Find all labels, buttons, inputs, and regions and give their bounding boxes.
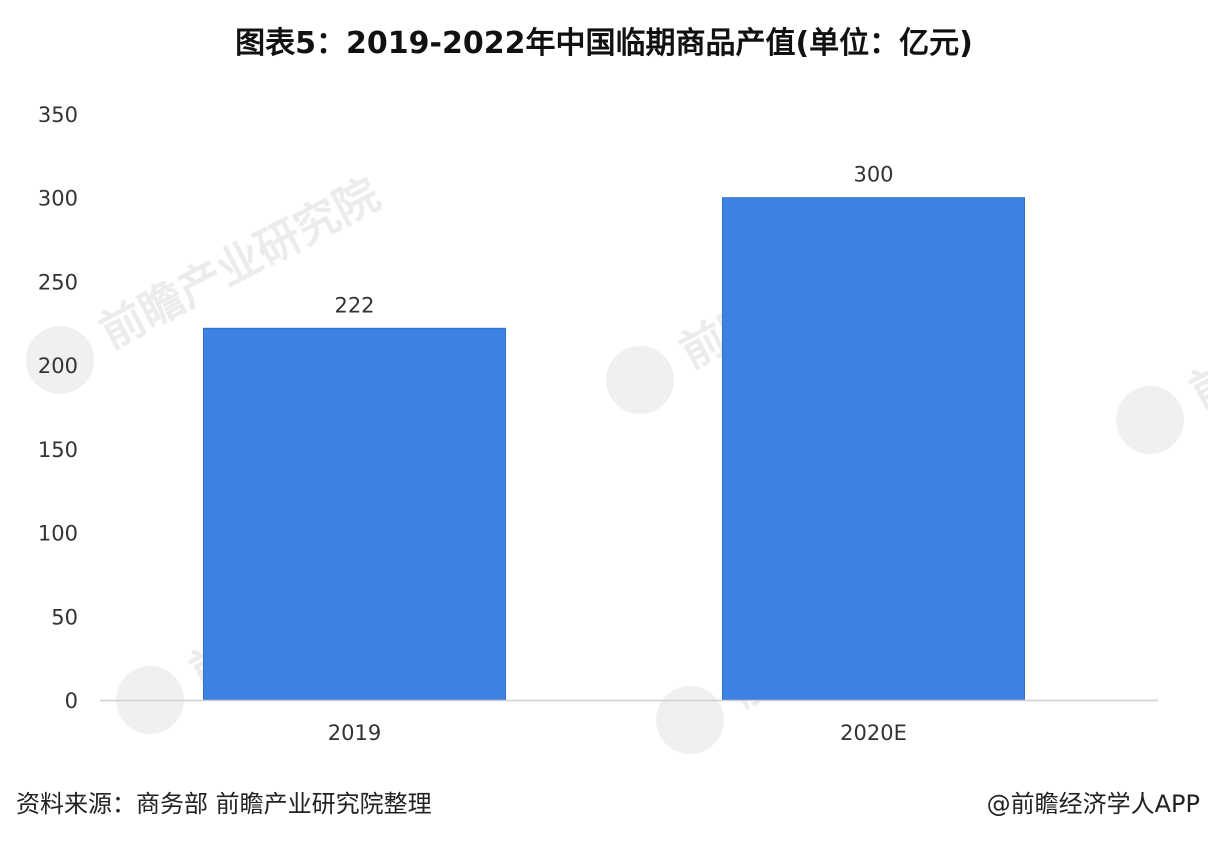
bar-2019	[203, 327, 506, 701]
x-tick-label: 2019	[328, 721, 381, 745]
x-tick-label: 2020E	[840, 721, 907, 745]
source-note: 资料来源：商务部 前瞻产业研究院整理	[16, 790, 432, 818]
bar-2020E	[722, 197, 1025, 701]
y-tick-label: 50	[51, 605, 78, 629]
data-label: 222	[334, 293, 374, 317]
y-tick-label: 150	[38, 438, 78, 462]
x-axis-ticks: 2019 2020E	[328, 721, 907, 745]
chart-title: 图表5：2019-2022年中国临期商品产值(单位：亿元)	[235, 26, 973, 61]
y-tick-label: 200	[38, 354, 78, 378]
watermark-layer: 前瞻产业研究院前瞻产业研究院前瞻产业研究院前瞻产业研究院前瞻产业研究院	[26, 169, 1208, 754]
watermark-text: 前瞻产业研究院	[1182, 229, 1208, 419]
y-tick-label: 300	[38, 187, 78, 211]
watermark: 前瞻产业研究院	[1116, 229, 1208, 454]
data-label: 300	[853, 163, 893, 187]
y-tick-label: 100	[38, 522, 78, 546]
credit-note: @前瞻经济学人APP	[986, 790, 1200, 818]
y-tick-label: 350	[38, 103, 78, 127]
y-axis-ticks: 0 50 100 150 200 250 300 350	[38, 103, 78, 713]
bars: 222 300	[203, 163, 1025, 701]
y-tick-label: 0	[65, 689, 78, 713]
y-tick-label: 250	[38, 270, 78, 294]
